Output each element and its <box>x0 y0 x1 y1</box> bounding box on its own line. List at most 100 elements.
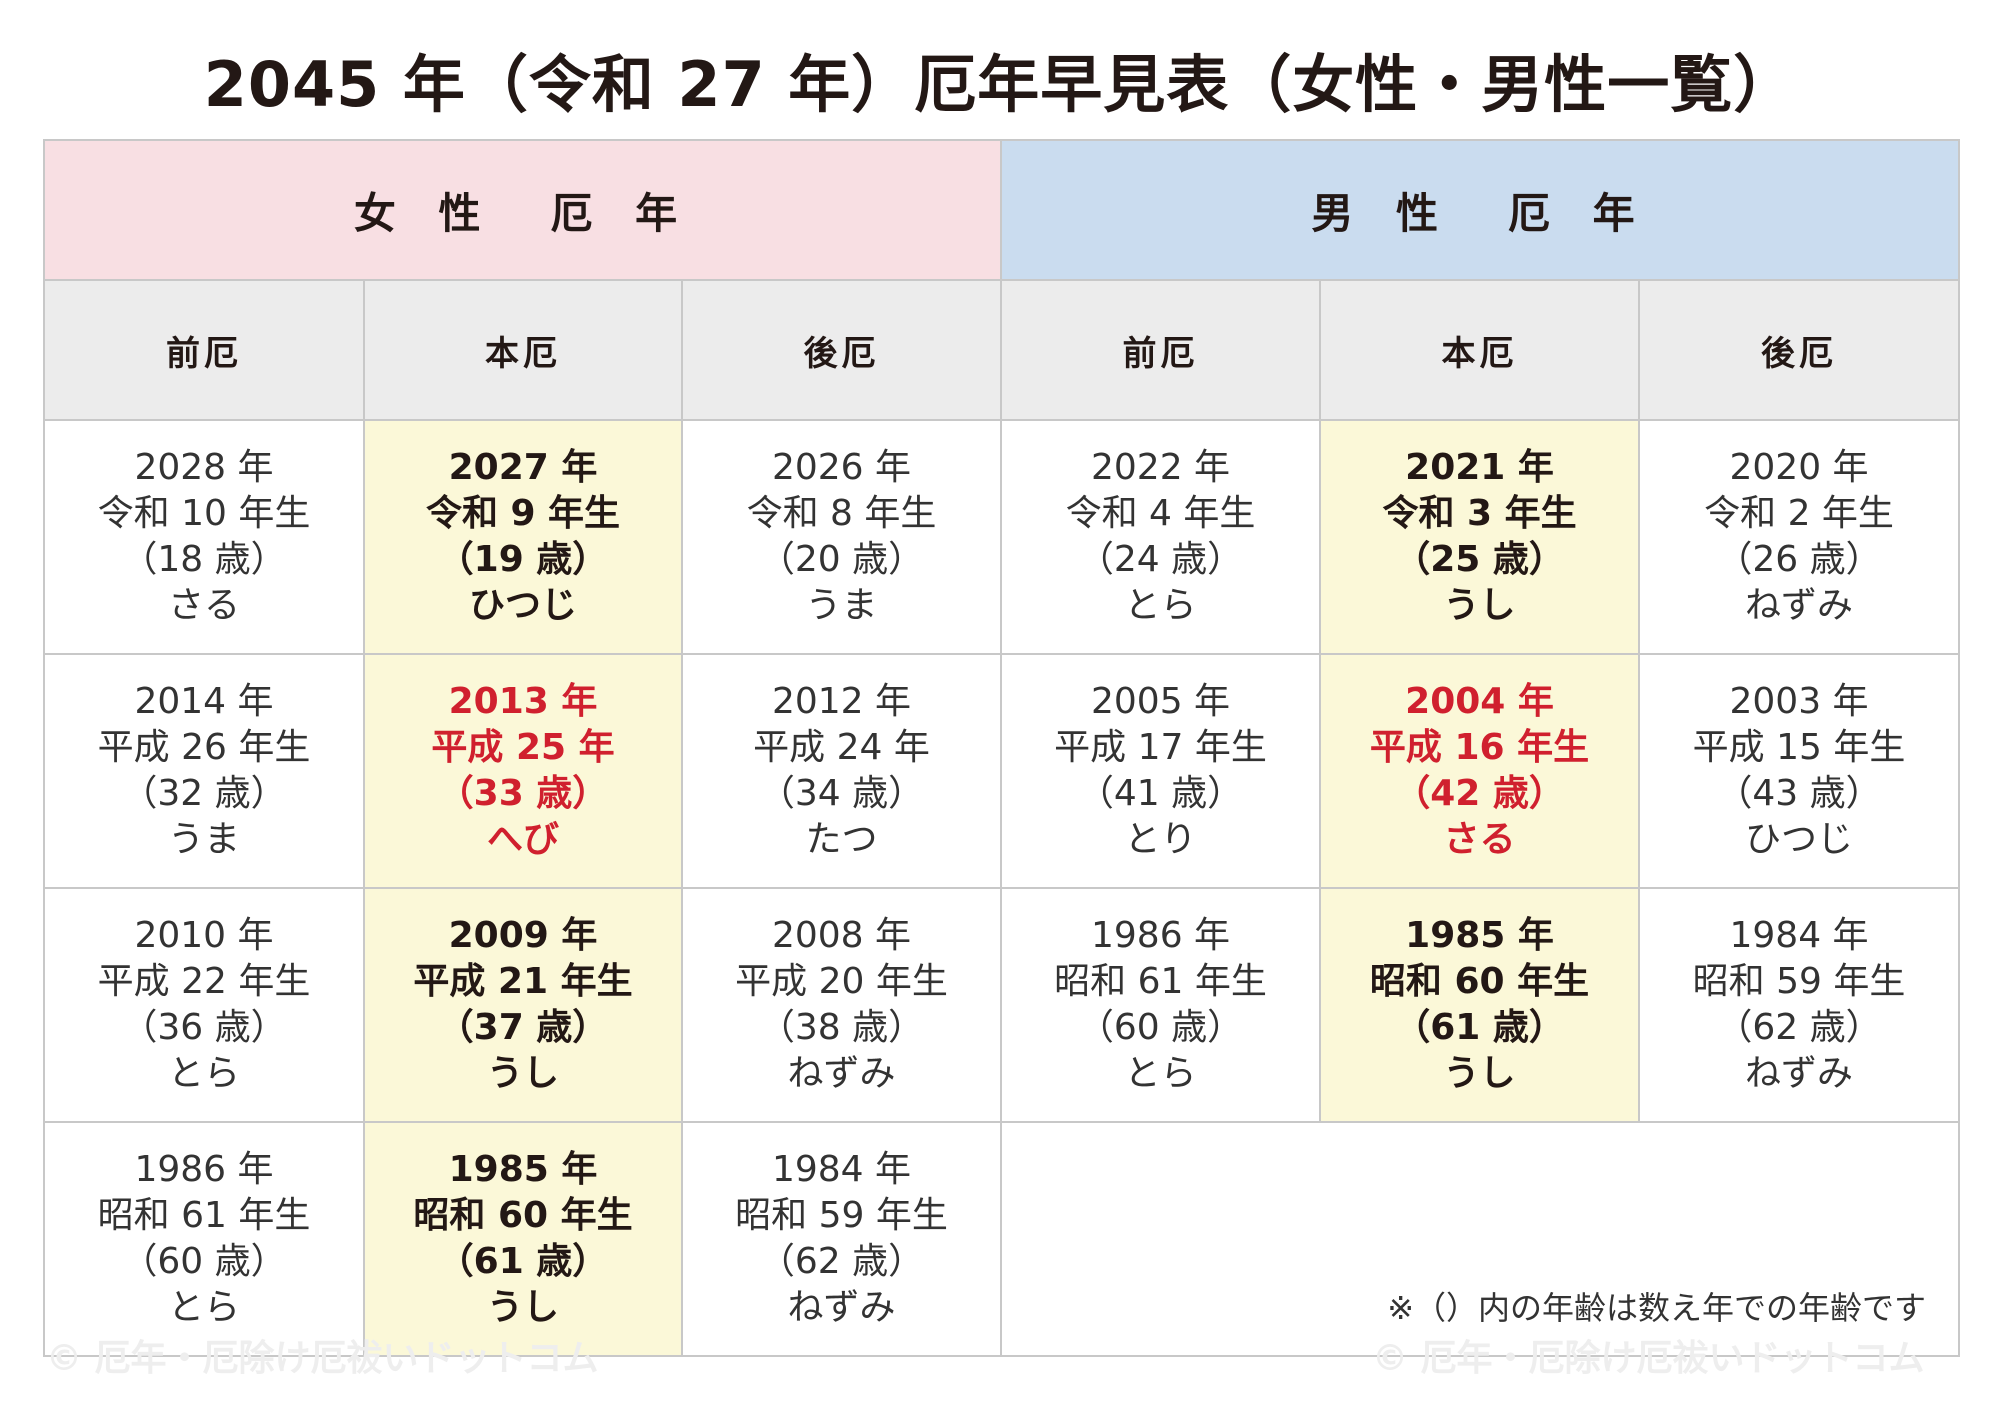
birth-year: 2021 年 <box>1405 447 1554 488</box>
age: （20 歳） <box>758 539 925 580</box>
male-section-header: 男 性 厄 年 <box>1000 139 1961 281</box>
era-year: 昭和 60 年生 <box>1369 961 1590 1002</box>
birth-year: 2026 年 <box>771 447 912 488</box>
age: （42 歳） <box>1394 773 1565 814</box>
birth-year: 2010 年 <box>134 915 274 956</box>
table-cell-taiyaku: 2004 年 平成 16 年生 （42 歳） さる <box>1319 653 1641 889</box>
table-cell-taiyaku: 2013 年 平成 25 年 （33 歳） へび <box>363 653 683 889</box>
table-cell-honyaku: 2009 年 平成 21 年生 （37 歳） うし <box>363 887 683 1123</box>
table-cell: 2010 年 平成 22 年生 （36 歳） とら <box>43 887 365 1123</box>
era-year: 平成 16 年生 <box>1369 727 1590 768</box>
age-note: ※（）内の年齢は数え年での年齢です <box>1387 1289 1927 1327</box>
age: （18 歳） <box>121 539 287 580</box>
zodiac: とら <box>167 1287 240 1328</box>
table-cell-honyaku: 1985 年 昭和 60 年生 （61 歳） うし <box>363 1121 683 1357</box>
era-year: 平成 22 年生 <box>97 961 311 1002</box>
table-cell: 2008 年 平成 20 年生 （38 歳） ねずみ <box>680 887 1003 1123</box>
age: （38 歳） <box>758 1007 925 1048</box>
birth-year: 2012 年 <box>771 681 912 722</box>
era-year: 昭和 59 年生 <box>1692 961 1906 1002</box>
birth-year: 2028 年 <box>134 447 274 488</box>
birth-year: 1986 年 <box>134 1149 274 1190</box>
era-year: 平成 21 年生 <box>413 961 633 1002</box>
age: （61 歳） <box>437 1241 609 1282</box>
age: （60 歳） <box>1077 1007 1244 1048</box>
era-year: 令和 3 年生 <box>1382 493 1577 534</box>
zodiac: とり <box>1124 819 1197 860</box>
table-row: 2028 年 令和 10 年生 （18 歳） さる 2027 年 令和 9 年生… <box>43 419 1961 655</box>
era-year: 昭和 60 年生 <box>413 1195 633 1236</box>
table-row: 2014 年 平成 26 年生 （32 歳） うま 2013 年 平成 25 年… <box>43 653 1961 889</box>
era-year: 昭和 61 年生 <box>97 1195 311 1236</box>
era-year: 令和 9 年生 <box>425 493 621 534</box>
era-year: 令和 10 年生 <box>97 493 311 534</box>
period-header-female-maeyaku: 前厄 <box>43 279 365 421</box>
zodiac: とら <box>1124 1053 1197 1094</box>
table-cell: 2026 年 令和 8 年生 （20 歳） うま <box>680 419 1003 655</box>
zodiac: とら <box>1124 585 1197 626</box>
table-cell-honyaku: 1985 年 昭和 60 年生 （61 歳） うし <box>1319 887 1641 1123</box>
zodiac: ねずみ <box>1745 1053 1854 1094</box>
birth-year: 1985 年 <box>1405 915 1554 956</box>
zodiac: うま <box>167 819 240 860</box>
note-cell: ※（）内の年齢は数え年での年齢です <box>1000 1121 1961 1357</box>
age: （24 歳） <box>1077 539 1244 580</box>
period-header-row: 前厄 本厄 後厄 前厄 本厄 後厄 <box>43 279 1961 421</box>
zodiac: さる <box>167 585 240 626</box>
table-cell: 2020 年 令和 2 年生 （26 歳） ねずみ <box>1638 419 1961 655</box>
zodiac: さる <box>1443 819 1516 860</box>
age: （33 歳） <box>437 773 609 814</box>
birth-year: 1985 年 <box>448 1149 598 1190</box>
male-section-label: 男 性 厄 年 <box>1311 188 1649 238</box>
female-section-label: 女 性 厄 年 <box>353 188 692 238</box>
zodiac: とら <box>167 1053 240 1094</box>
watermark: © 厄年・厄除け厄祓いドットコム <box>46 1338 599 1379</box>
birth-year: 2005 年 <box>1090 681 1231 722</box>
page-title: 2045 年（令和 27 年）厄年早見表（女性・男性一覧） <box>203 48 1797 121</box>
zodiac: へび <box>486 819 559 860</box>
era-year: 平成 17 年生 <box>1054 727 1267 768</box>
age: （41 歳） <box>1077 773 1244 814</box>
table-cell: 1984 年 昭和 59 年生 （62 歳） ねずみ <box>680 1121 1003 1357</box>
zodiac: うま <box>805 585 878 626</box>
era-year: 令和 2 年生 <box>1704 493 1894 534</box>
age: （34 歳） <box>758 773 925 814</box>
age: （62 歳） <box>758 1241 925 1282</box>
table-cell: 2014 年 平成 26 年生 （32 歳） うま <box>43 653 365 889</box>
table-cell: 1984 年 昭和 59 年生 （62 歳） ねずみ <box>1638 887 1961 1123</box>
table-row: 2010 年 平成 22 年生 （36 歳） とら 2009 年 平成 21 年… <box>43 887 1961 1123</box>
birth-year: 2004 年 <box>1405 681 1554 722</box>
era-year: 平成 15 年生 <box>1692 727 1906 768</box>
period-header-male-maeyaku: 前厄 <box>1000 279 1322 421</box>
zodiac: たつ <box>805 819 878 860</box>
zodiac: うし <box>1443 1053 1516 1094</box>
table-cell: 2022 年 令和 4 年生 （24 歳） とら <box>1000 419 1322 655</box>
zodiac: ひつじ <box>1745 819 1854 860</box>
birth-year: 2009 年 <box>448 915 598 956</box>
age: （60 歳） <box>121 1241 287 1282</box>
table-cell: 2005 年 平成 17 年生 （41 歳） とり <box>1000 653 1322 889</box>
age: （62 歳） <box>1716 1007 1882 1048</box>
age: （36 歳） <box>121 1007 287 1048</box>
table-cell: 2012 年 平成 24 年 （34 歳） たつ <box>680 653 1003 889</box>
table-cell-honyaku: 2021 年 令和 3 年生 （25 歳） うし <box>1319 419 1641 655</box>
birth-year: 2013 年 <box>448 681 598 722</box>
period-header-female-atoyaku: 後厄 <box>680 279 1003 421</box>
zodiac: ねずみ <box>1745 585 1854 626</box>
zodiac: うし <box>486 1287 559 1328</box>
table-cell: 1986 年 昭和 61 年生 （60 歳） とら <box>1000 887 1322 1123</box>
age: （19 歳） <box>437 539 609 580</box>
table-cell: 1986 年 昭和 61 年生 （60 歳） とら <box>43 1121 365 1357</box>
age: （61 歳） <box>1394 1007 1565 1048</box>
zodiac: うし <box>486 1053 559 1094</box>
birth-year: 1986 年 <box>1090 915 1231 956</box>
birth-year: 2020 年 <box>1729 447 1869 488</box>
birth-year: 2008 年 <box>771 915 912 956</box>
watermark: © 厄年・厄除け厄祓いドットコム <box>1372 1338 1925 1379</box>
age: （37 歳） <box>437 1007 609 1048</box>
table-cell-honyaku: 2027 年 令和 9 年生 （19 歳） ひつじ <box>363 419 683 655</box>
birth-year: 2014 年 <box>134 681 274 722</box>
age: （25 歳） <box>1394 539 1565 580</box>
table-row: 1986 年 昭和 61 年生 （60 歳） とら 1985 年 昭和 60 年… <box>43 1121 1961 1357</box>
age: （43 歳） <box>1716 773 1882 814</box>
